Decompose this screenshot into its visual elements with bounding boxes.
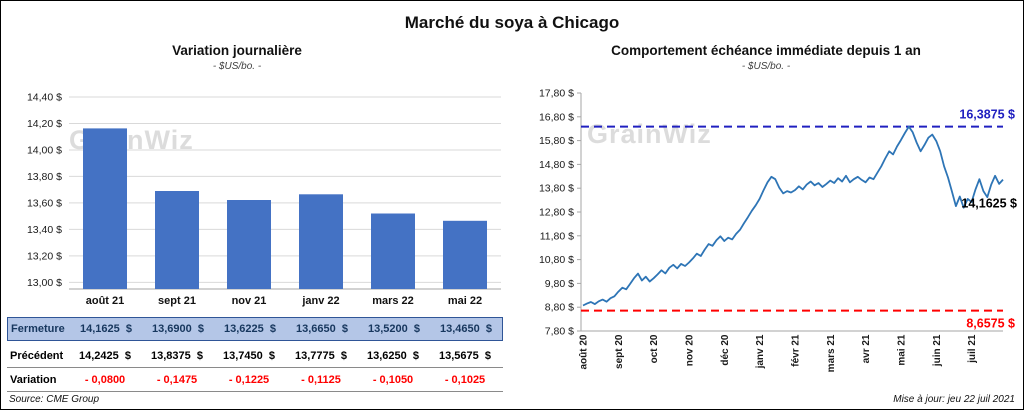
precedent-value: 13,6250 $ [367, 349, 419, 362]
bar-chart-subtitle: - $US/bo. - [212, 61, 262, 72]
table-row-variation: Variation - 0,0800 - 0,1475 - 0,1225 - 0… [7, 368, 503, 392]
x-axis-month-label: févr 21 [791, 334, 802, 367]
x-axis-category-label: janv 22 [301, 295, 339, 307]
y-axis-tick-label: 13,00 $ [27, 277, 62, 289]
variation-value: - 0,1125 [301, 373, 341, 386]
fermeture-value: 13,5200 $ [368, 323, 420, 335]
page-title: Marché du soya à Chicago [404, 13, 620, 32]
x-axis-category-label: mars 22 [372, 295, 414, 307]
x-axis-month-label: avr 21 [861, 334, 872, 363]
precedent-value: 13,7450 $ [223, 349, 275, 362]
panel-daily-variation: Variation journalière - $US/bo. - 14,40 … [7, 1, 507, 409]
precedent-value: 13,7775 $ [295, 349, 347, 362]
x-axis-month-label: nov 20 [685, 334, 696, 366]
price-series-line [582, 125, 1004, 307]
x-axis-month-label: mars 21 [826, 334, 837, 372]
y-axis-tick-label: 14,00 $ [27, 145, 62, 157]
bar-chart: 14,40 $ 14,20 $ 14,00 $ 13,80 $ 13,60 $ 13,40… [27, 92, 501, 307]
row-label-variation: Variation [10, 373, 57, 386]
y-axis-tick-label: 10,80 $ [539, 254, 574, 266]
high-line-label: 16,3875 $ [959, 108, 1015, 122]
line-chart: 17,80 $ 16,80 $ 15,80 $ 14,80 $ 13,80 $ 12,80… [539, 88, 1017, 373]
y-axis-tick-label: 15,80 $ [539, 135, 574, 147]
x-axis-month-label: juin 21 [932, 334, 943, 367]
fermeture-value: 13,6900 $ [152, 323, 204, 335]
variation-value: - 0,1025 [444, 373, 486, 386]
x-axis-category-label: mai 22 [448, 295, 482, 307]
bar-chart-title: Variation journalière [172, 43, 302, 58]
bar-mai-22 [443, 220, 487, 289]
x-axis-month-label: mai 21 [896, 334, 907, 366]
bar-sept-21 [155, 191, 199, 289]
contracts-table: Fermeture 14,1625 $ 13,6900 $ 13,6225 $ … [7, 317, 503, 392]
y-axis-tick-label: 8,80 $ [545, 302, 574, 314]
y-axis-tick-label: 7,80 $ [545, 326, 574, 338]
precedent-value: 14,2425 $ [79, 349, 131, 362]
fermeture-value: 14,1625 $ [80, 323, 132, 335]
y-axis-tick-label: 9,80 $ [545, 278, 574, 290]
y-axis-tick-label: 16,80 $ [539, 111, 574, 123]
source-note: Source: CME Group [9, 394, 100, 405]
x-axis-category-label: nov 21 [232, 295, 267, 307]
table-row-precedent: Précédent 14,2425 $ 13,8375 $ 13,7450 $ … [7, 344, 503, 368]
row-label-fermeture: Fermeture [11, 323, 65, 335]
y-axis-tick-label: 14,20 $ [27, 118, 62, 130]
y-axis-tick-label: 12,80 $ [539, 207, 574, 219]
x-axis-month-label: janv 21 [755, 334, 766, 369]
row-label-precedent: Précédent [10, 349, 64, 362]
y-axis-tick-label: 17,80 $ [539, 88, 574, 100]
x-axis-category-label: août 21 [86, 295, 125, 307]
grainwiz-watermark: GrainWiz [587, 119, 712, 149]
precedent-value: 13,8375 $ [151, 349, 203, 362]
variation-value: - 0,1475 [156, 373, 198, 386]
variation-value: - 0,1225 [228, 373, 270, 386]
bar-mars-22 [371, 213, 415, 289]
y-axis-tick-label: 14,40 $ [27, 92, 62, 104]
fermeture-value: 13,6650 $ [296, 323, 348, 335]
y-axis-tick-label: 13,80 $ [27, 171, 62, 183]
x-axis-month-label: juil 21 [967, 334, 978, 364]
bar-janv-22 [299, 194, 343, 289]
y-axis-tick-label: 13,40 $ [27, 224, 62, 236]
x-axis-category-label: sept 21 [158, 295, 196, 307]
x-axis-month-label: août 20 [579, 334, 590, 369]
fermeture-value: 13,4650 $ [440, 323, 492, 335]
table-row-fermeture: Fermeture 14,1625 $ 13,6900 $ 13,6225 $ … [7, 317, 503, 341]
y-axis-tick-label: 14,80 $ [539, 159, 574, 171]
line-chart-title: Comportement échéance immédiate depuis 1… [611, 43, 921, 58]
bar-août-21 [83, 128, 127, 289]
last-price-label: 14,1625 $ [961, 197, 1017, 211]
low-line-label: 8,6575 $ [966, 317, 1015, 331]
line-chart-subtitle: - $US/bo. - [741, 61, 791, 72]
fermeture-value: 13,6225 $ [224, 323, 276, 335]
variation-value: - 0,1050 [372, 373, 414, 386]
panel-front-month-behavior: Comportement échéance immédiate depuis 1… [513, 1, 1019, 409]
x-axis-month-label: oct 20 [649, 334, 660, 363]
y-axis-tick-label: 13,60 $ [27, 197, 62, 209]
bar-nov-21 [227, 200, 271, 289]
x-axis-month-label: sept 20 [614, 334, 625, 369]
update-note: Mise à jour: jeu 22 juil 2021 [893, 394, 1015, 405]
variation-value: - 0,0800 [84, 373, 126, 386]
x-axis-month-label: déc 20 [720, 334, 731, 366]
y-axis-tick-label: 13,20 $ [27, 250, 62, 262]
y-axis-tick-label: 11,80 $ [540, 230, 574, 242]
precedent-value: 13,5675 $ [439, 349, 491, 362]
y-axis-tick-label: 13,80 $ [539, 183, 574, 195]
